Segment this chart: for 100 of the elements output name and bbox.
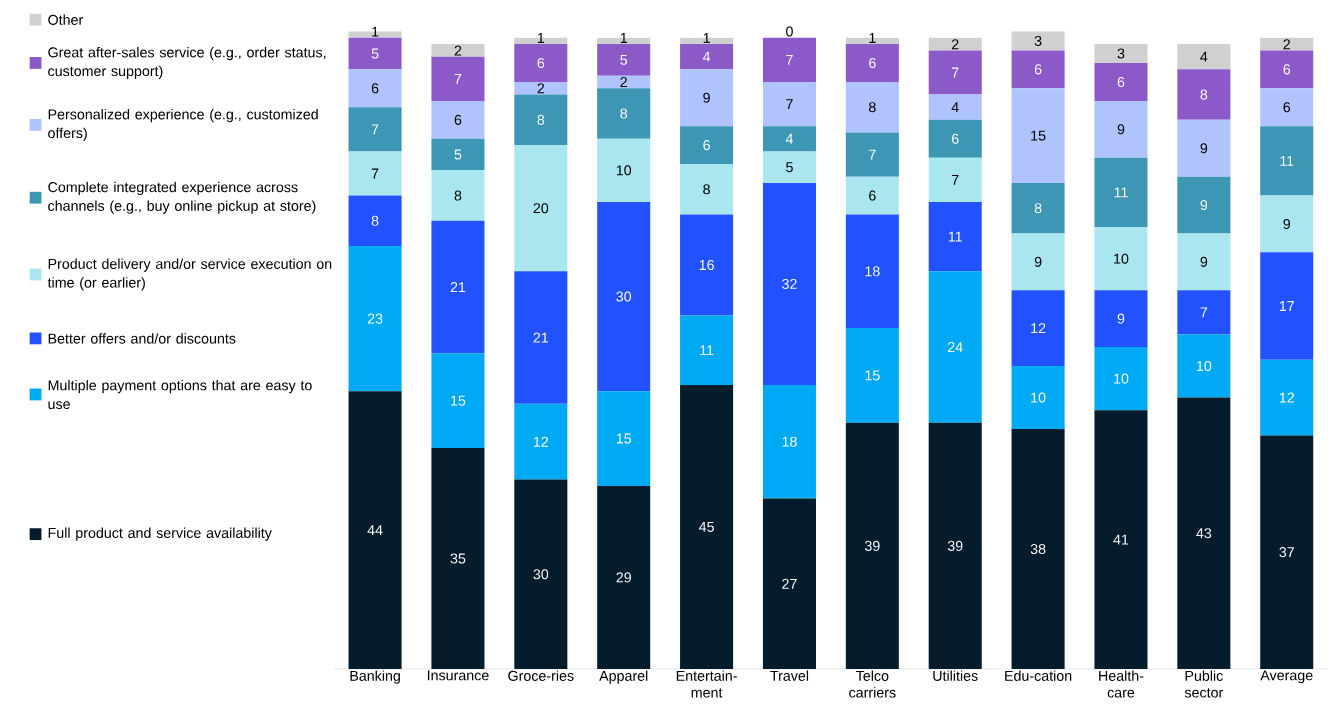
bar [1094,63,1148,101]
bar [845,176,899,215]
bar [1011,365,1065,430]
data-label: 6 [951,133,959,144]
bar [762,81,816,127]
bar [1011,429,1065,669]
data-label: 45 [698,521,714,532]
bar [1011,290,1065,366]
x-tick-label: Telco carriers [849,670,896,698]
data-label: 43 [1196,528,1212,539]
data-label: 2 [537,83,545,94]
data-label: 16 [699,259,714,271]
data-label: 20 [533,203,549,214]
data-label: 18 [782,436,797,447]
bar [348,195,402,247]
data-label: 2 [620,76,627,87]
data-label: 39 [947,540,963,551]
data-label: 1 [703,33,710,43]
data-label: 7 [951,67,959,78]
data-label: 8 [1200,89,1208,100]
legend-label: Multiple payment options that are easy to use [48,379,312,410]
bar [845,422,899,669]
data-label: 7 [786,99,793,109]
data-label: 10 [1197,360,1212,371]
bar [680,384,734,669]
data-label: 35 [450,553,466,564]
data-label: 7 [951,174,959,185]
bar [348,151,402,196]
data-label: 6 [869,190,876,201]
bar [431,220,485,354]
data-label: 5 [620,54,628,65]
bar [1011,233,1065,291]
legend-label: Great after-sales service (e.g., order status, customer support) [48,46,326,79]
bar [514,81,568,95]
bar [845,81,899,133]
data-label: 7 [869,149,876,160]
data-label: 6 [869,57,876,69]
data-label: 10 [1114,253,1129,264]
bar [762,151,816,183]
bar [928,94,982,120]
bar [1094,410,1148,669]
bar [1094,290,1148,348]
x-tick-label: Utilities [933,670,978,681]
bar [431,100,485,139]
bar [597,44,651,76]
bar [514,271,568,404]
bar [431,138,485,171]
data-label: 30 [616,291,632,302]
data-label: 7 [786,54,793,65]
bar [348,391,402,669]
data-label: 11 [700,345,714,356]
bar [762,182,816,385]
data-label: 17 [1279,301,1294,311]
data-label: 8 [620,108,628,119]
data-label: 4 [785,133,794,144]
bar [1011,88,1065,183]
bar [431,56,485,101]
bar [597,75,651,89]
data-label: 11 [1280,155,1294,166]
data-label: 7 [371,168,379,179]
bar [1094,100,1148,158]
bar [1260,88,1314,127]
data-label: 15 [865,370,880,381]
data-label: 6 [1117,76,1125,87]
data-label: 1 [372,26,379,37]
data-label: 8 [868,102,876,113]
bar [597,391,651,486]
bar [348,246,402,392]
bar [348,107,402,152]
data-label: 9 [1283,218,1291,229]
bar [1177,334,1231,398]
x-tick-label: Insurance [427,670,489,681]
data-label: 32 [782,278,797,289]
bar [928,37,982,51]
bar [680,126,734,164]
x-tick-label: Entertain-ment [676,670,737,698]
data-label: 11 [1114,187,1128,198]
bar [1011,182,1065,234]
bar [680,44,734,70]
bar [514,94,568,146]
x-tick-label: Groce-ries [508,670,574,681]
bar [762,126,816,152]
bar [928,119,982,158]
bar [680,214,734,316]
legend-label: Other [48,14,84,25]
bar [1177,176,1231,234]
data-label: 2 [454,45,462,56]
data-label: 23 [367,313,383,324]
data-label: 7 [371,124,379,135]
data-label: 6 [454,114,462,125]
data-label: 8 [1034,203,1042,214]
bar [1177,233,1231,291]
bar [845,328,899,423]
data-label: 27 [782,578,797,589]
data-label: 6 [1283,64,1291,75]
bar [597,138,651,202]
bar [1177,290,1231,335]
data-label: 1 [537,33,545,43]
data-label: 2 [1283,39,1290,50]
bar [431,353,485,448]
